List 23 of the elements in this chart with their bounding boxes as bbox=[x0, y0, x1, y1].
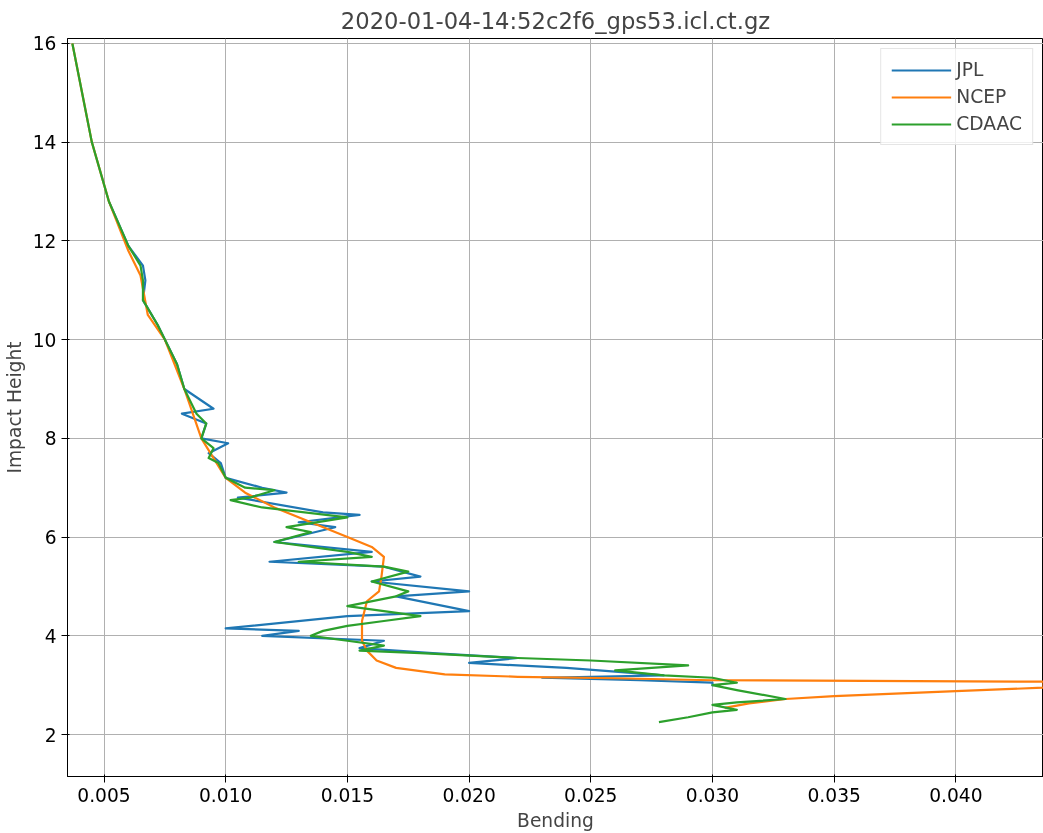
x-tick-label: 0.035 bbox=[807, 784, 861, 806]
y-tick-label: 8 bbox=[44, 428, 57, 450]
x-tick-label: 0.010 bbox=[199, 784, 253, 806]
y-tick-label: 16 bbox=[32, 33, 57, 55]
x-tick-label: 0.025 bbox=[564, 784, 618, 806]
y-axis-title: Impact Height bbox=[3, 341, 25, 474]
y-tick-label: 2 bbox=[44, 724, 57, 746]
x-axis-title: Bending bbox=[517, 809, 594, 831]
x-tick-label: 0.040 bbox=[929, 784, 983, 806]
legend-label: JPL bbox=[956, 59, 984, 80]
y-tick-label: 12 bbox=[32, 230, 57, 252]
line-series bbox=[71, 42, 787, 724]
x-tick-label: 0.020 bbox=[442, 784, 496, 806]
chart-title: 2020-01-04-14:52c2f6_gps53.icl.ct.gz bbox=[340, 7, 771, 34]
legend-label: CDAAC bbox=[956, 113, 1022, 134]
x-tick-label: 0.030 bbox=[685, 784, 740, 806]
y-tick-label: 6 bbox=[44, 527, 57, 549]
x-tick-label: 0.015 bbox=[320, 784, 375, 806]
y-tick-label: 4 bbox=[44, 625, 57, 647]
y-tick-label: 10 bbox=[32, 329, 57, 351]
legend-label: NCEP bbox=[956, 86, 1007, 107]
x-tick-label: 0.005 bbox=[77, 784, 131, 806]
y-tick-label: 14 bbox=[32, 132, 57, 154]
